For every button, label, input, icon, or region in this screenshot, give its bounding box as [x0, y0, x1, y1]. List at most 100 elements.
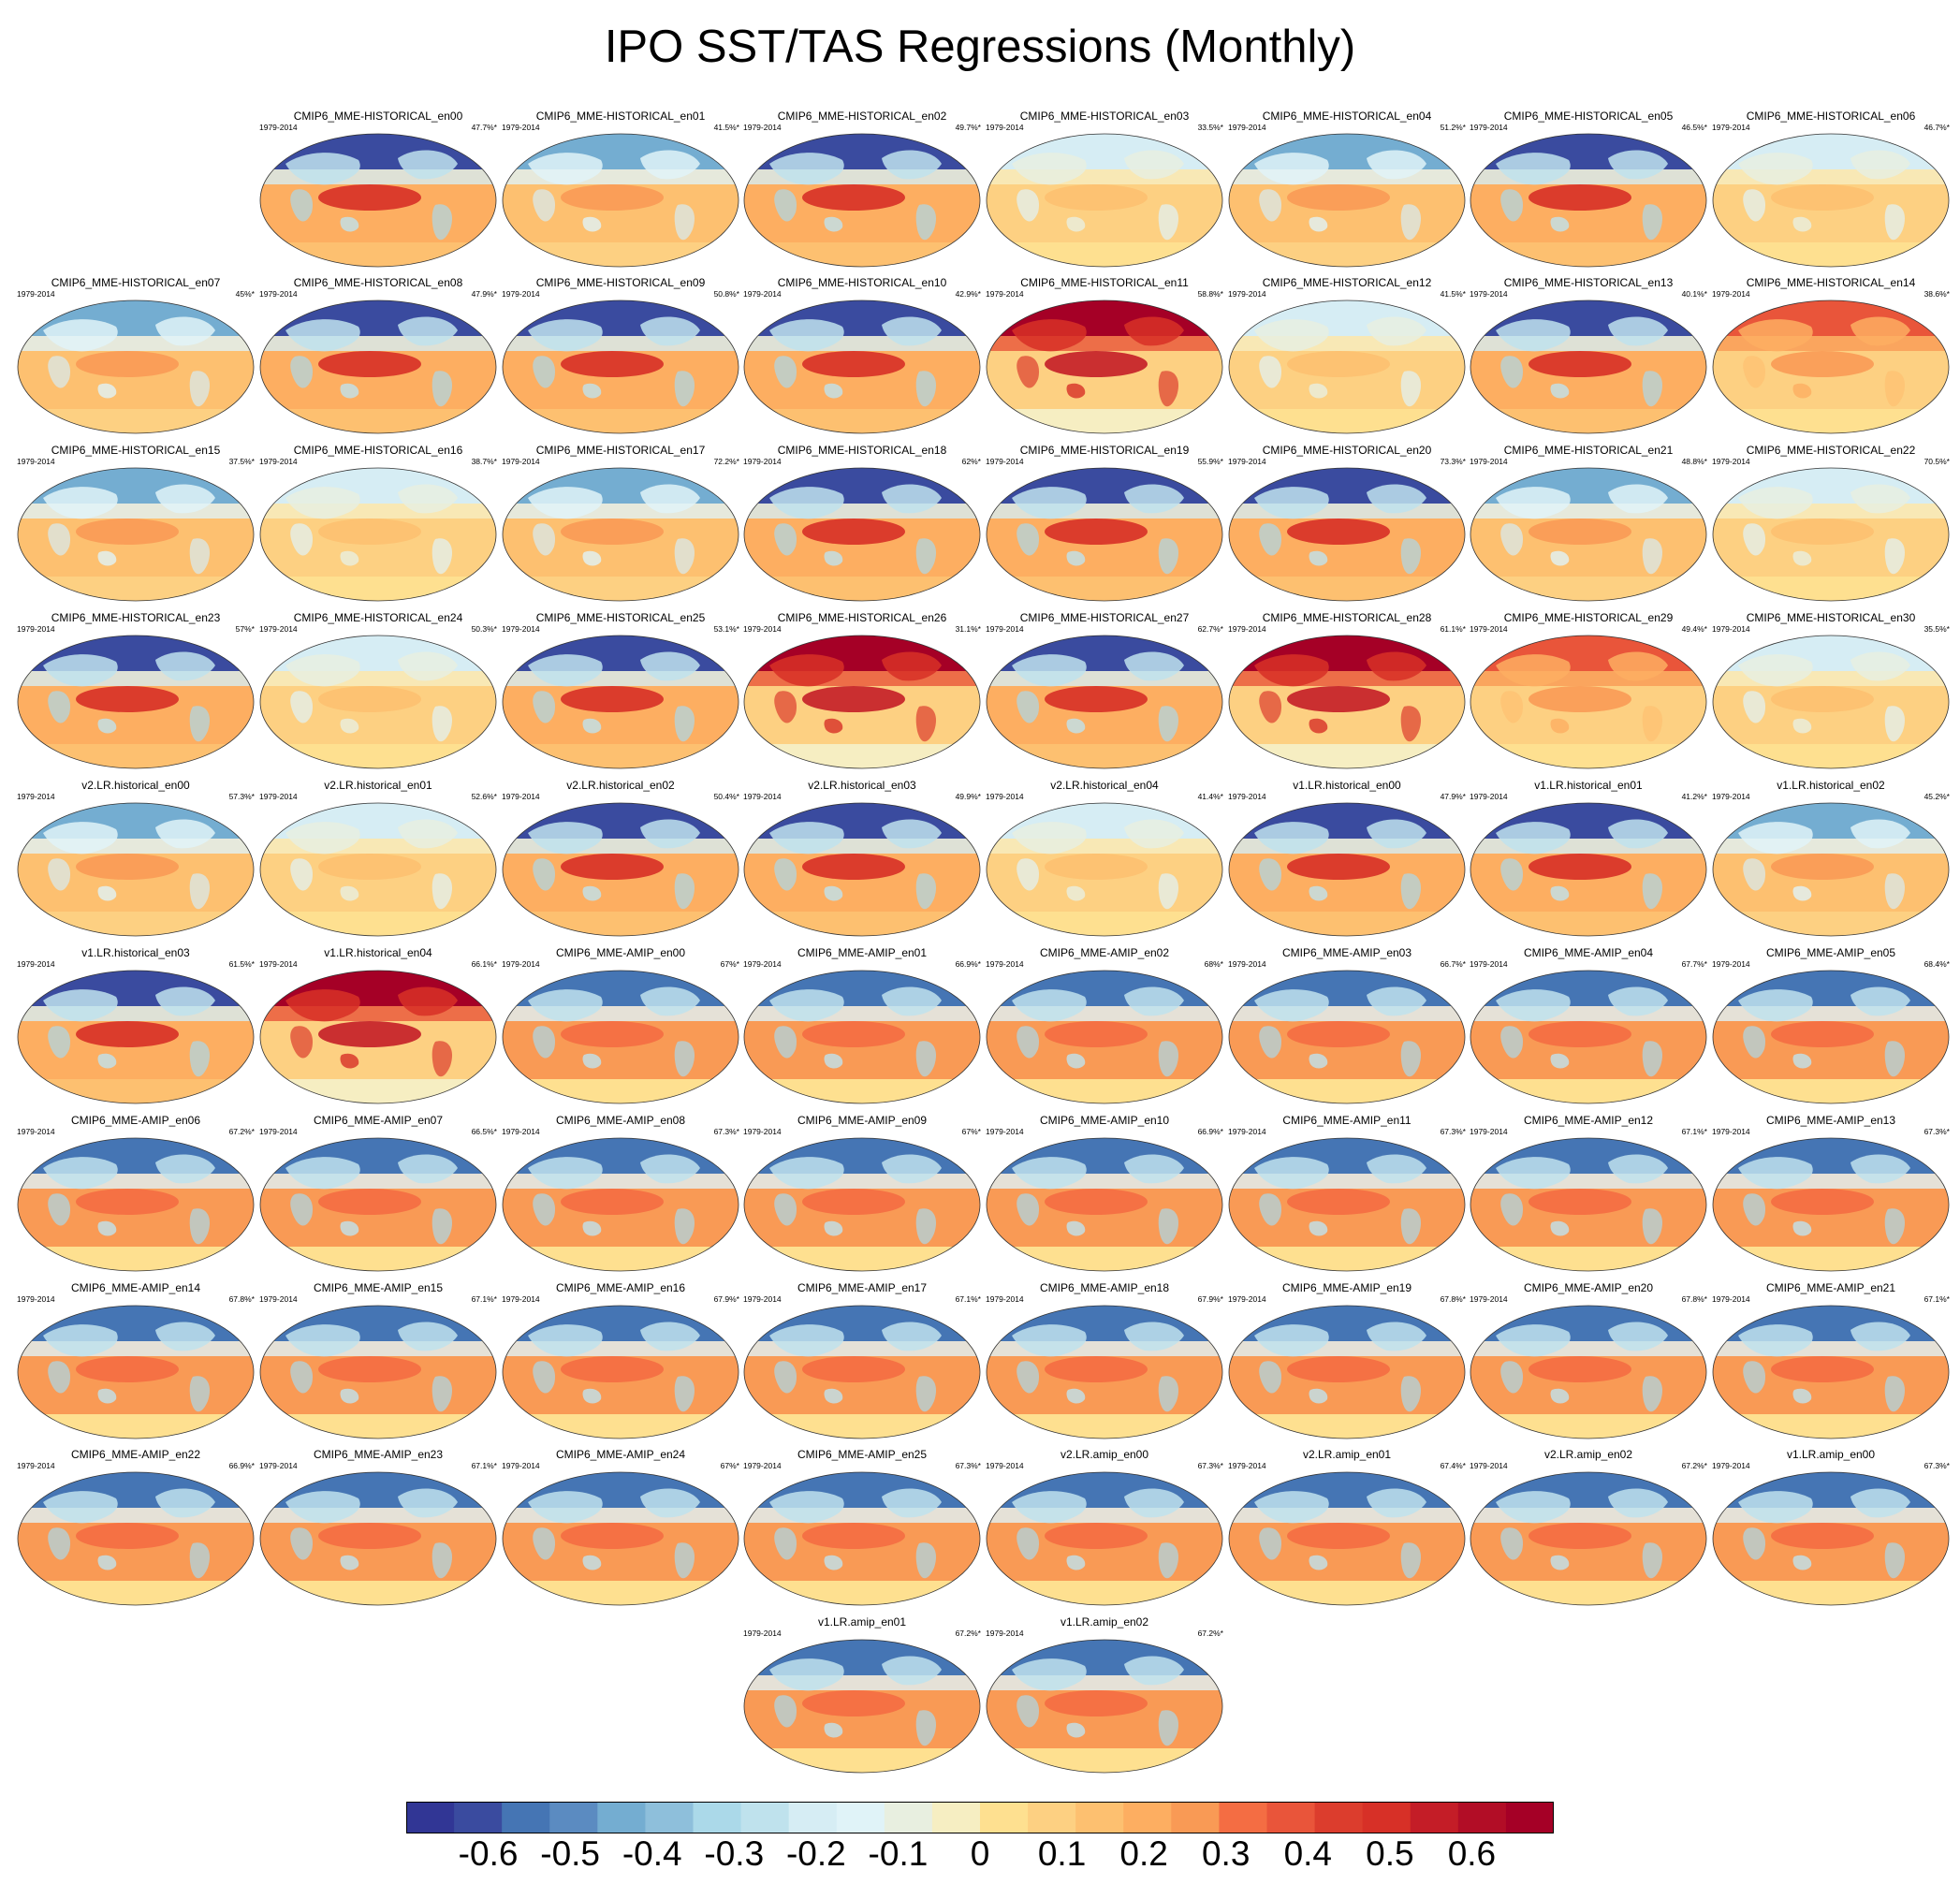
- robinson-map: [259, 1471, 497, 1606]
- eurasia-land: [43, 654, 118, 687]
- map-outline: [1228, 133, 1466, 268]
- australia-land: [582, 383, 602, 399]
- south-america-land: [1400, 538, 1422, 575]
- eurasia-land: [528, 1157, 603, 1190]
- panel-period: 1979-2014: [17, 289, 55, 299]
- panel-title: v1.LR.amip_en00: [1786, 1448, 1876, 1461]
- map-panel: v1.LR.historical_en01 1979-2014 41.2%*: [1468, 779, 1709, 940]
- robinson-map: [1712, 467, 1950, 602]
- africa-land: [290, 691, 314, 723]
- panel-title: CMIP6_MME-AMIP_en08: [555, 1114, 686, 1127]
- panel-period: 1979-2014: [259, 123, 298, 132]
- africa-land: [48, 858, 71, 891]
- robinson-map: [1470, 970, 1707, 1104]
- panel-explained-variance: 58.8%*: [1197, 289, 1223, 299]
- chart-title: IPO SST/TAS Regressions (Monthly): [604, 22, 1356, 72]
- panel-title: CMIP6_MME-AMIP_en02: [1039, 946, 1170, 959]
- australia-land: [582, 1220, 602, 1236]
- africa-land: [533, 858, 556, 891]
- north-america-land: [1608, 1154, 1668, 1184]
- panel-title: v1.LR.amip_en02: [1060, 1615, 1149, 1629]
- map-outline: [743, 467, 981, 602]
- panel-explained-variance: 55.9%*: [1197, 457, 1223, 466]
- eurasia-land: [1012, 1491, 1087, 1524]
- robinson-map: [17, 1471, 255, 1606]
- africa-land: [533, 356, 556, 388]
- tropical-pacific-anomaly: [76, 351, 179, 377]
- eurasia-land: [43, 1157, 118, 1190]
- south-america-land: [1400, 1208, 1422, 1245]
- eurasia-land: [1012, 1324, 1087, 1357]
- north-america-land: [1124, 1656, 1184, 1686]
- africa-land: [1017, 189, 1040, 222]
- map-outline: [17, 635, 255, 769]
- north-america-land: [1124, 316, 1184, 346]
- panel-title: CMIP6_MME-HISTORICAL_en04: [1262, 110, 1432, 123]
- robinson-map: [743, 802, 981, 937]
- panel-title: v1.LR.historical_en00: [1293, 779, 1401, 792]
- eurasia-land: [1254, 654, 1329, 687]
- panel-period: 1979-2014: [1228, 1294, 1266, 1304]
- australia-land: [1550, 216, 1570, 232]
- map-panel: CMIP6_MME-HISTORICAL_en04 1979-2014 51.2%*: [1226, 110, 1468, 270]
- colorbar-tick-label: 0.6: [1447, 1834, 1497, 1873]
- panel-period: 1979-2014: [986, 289, 1024, 299]
- eurasia-land: [1012, 822, 1087, 855]
- panel-period: 1979-2014: [502, 1294, 540, 1304]
- map-panel: CMIP6_MME-HISTORICAL_en21 1979-2014 48.8%*: [1468, 444, 1709, 605]
- north-america-land: [155, 651, 215, 681]
- north-america-land: [1608, 1322, 1668, 1351]
- eurasia-land: [1496, 1491, 1571, 1524]
- panel-period: 1979-2014: [17, 792, 55, 801]
- south-america-land: [1400, 1376, 1422, 1412]
- panel-period: 1979-2014: [259, 457, 298, 466]
- panel-explained-variance: 70.5%*: [1923, 457, 1950, 466]
- eurasia-land: [1254, 1491, 1329, 1524]
- map-outline: [259, 1305, 497, 1439]
- panel-title: CMIP6_MME-AMIP_en12: [1523, 1114, 1654, 1127]
- panel-explained-variance: 66.5%*: [471, 1127, 497, 1136]
- panel-period: 1979-2014: [743, 624, 782, 634]
- australia-land: [824, 1388, 843, 1404]
- panel-explained-variance: 66.1%*: [471, 959, 497, 969]
- robinson-map: [743, 299, 981, 434]
- north-america-land: [640, 986, 700, 1016]
- panel-period: 1979-2014: [17, 624, 55, 634]
- panel-explained-variance: 62%*: [961, 457, 981, 466]
- panel-period: 1979-2014: [259, 624, 298, 634]
- panel-explained-variance: 51.2%*: [1440, 123, 1466, 132]
- panel-explained-variance: 45%*: [235, 289, 255, 299]
- map-outline: [1712, 970, 1950, 1104]
- panel-explained-variance: 38.6%*: [1923, 289, 1950, 299]
- robinson-map: [259, 299, 497, 434]
- panel-explained-variance: 66.7%*: [1440, 959, 1466, 969]
- map-outline: [986, 1137, 1223, 1272]
- africa-land: [1500, 189, 1524, 222]
- tropical-pacific-anomaly: [1045, 854, 1148, 880]
- tropical-pacific-anomaly: [802, 686, 905, 712]
- south-america-land: [674, 1208, 695, 1245]
- south-america-land: [1642, 204, 1663, 241]
- panel-explained-variance: 35.5%*: [1923, 624, 1950, 634]
- panel-explained-variance: 50.4%*: [713, 792, 739, 801]
- panel-explained-variance: 38.7%*: [471, 457, 497, 466]
- robinson-map: [259, 467, 497, 602]
- colorbar-segment: [454, 1802, 503, 1833]
- australia-land: [1309, 1220, 1328, 1236]
- panel-period: 1979-2014: [1470, 1294, 1508, 1304]
- eurasia-land: [43, 1324, 118, 1357]
- panel-title: CMIP6_MME-AMIP_en20: [1523, 1281, 1654, 1294]
- map-outline: [1712, 299, 1950, 434]
- panel-period: 1979-2014: [17, 1294, 55, 1304]
- eurasia-land: [528, 822, 603, 855]
- panel-title: CMIP6_MME-AMIP_en19: [1281, 1281, 1412, 1294]
- tropical-pacific-anomaly: [1771, 1523, 1874, 1549]
- africa-land: [1500, 523, 1524, 556]
- robinson-map: [986, 1137, 1223, 1272]
- panel-explained-variance: 47.7%*: [471, 123, 497, 132]
- map-panel: v2.LR.historical_en00 1979-2014 57.3%*: [15, 779, 256, 940]
- panel-period: 1979-2014: [1470, 1461, 1508, 1470]
- panel-period: 1979-2014: [986, 959, 1024, 969]
- map-outline: [17, 299, 255, 434]
- panel-period: 1979-2014: [1712, 123, 1750, 132]
